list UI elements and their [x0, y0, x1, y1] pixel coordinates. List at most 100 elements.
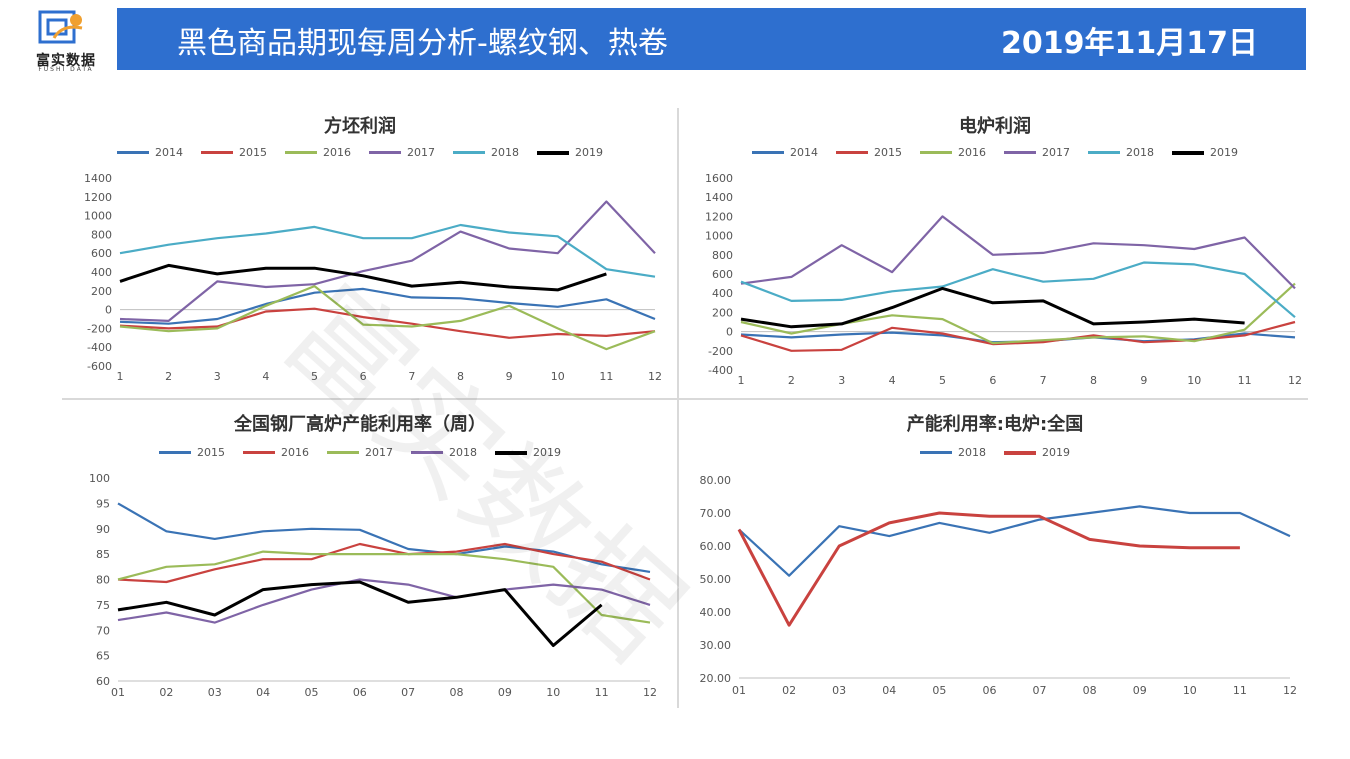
chart-legend: 2014 2015 2016 2017 2018 2019	[60, 146, 660, 159]
legend-item-2019: 2019	[537, 146, 603, 159]
chart-title: 电炉利润	[959, 116, 1031, 137]
y-tick-label: -200	[87, 322, 112, 335]
legend-item-2018: 2018	[411, 446, 477, 459]
x-tick-label: 02	[782, 684, 796, 697]
x-tick-label: 7	[1040, 374, 1047, 387]
y-tick-label: 1200	[84, 191, 112, 204]
legend-label: 2015	[197, 446, 225, 459]
y-tick-label: 1400	[705, 191, 733, 204]
x-tick-label: 9	[1140, 374, 1147, 387]
y-tick-label: 100	[89, 472, 110, 485]
y-tick-label: -600	[87, 360, 112, 373]
legend-item-2017: 2017	[327, 446, 393, 459]
legend-swatch	[920, 451, 952, 454]
legend-swatch	[453, 151, 485, 154]
legend-label: 2017	[407, 146, 435, 159]
y-tick-label: 1000	[705, 230, 733, 243]
chart-title: 方坯利润	[324, 116, 396, 137]
legend-swatch	[1004, 450, 1036, 455]
x-tick-label: 11	[599, 370, 613, 383]
y-tick-label: 60	[96, 675, 110, 688]
legend-item-2016: 2016	[920, 146, 986, 159]
x-tick-label: 04	[256, 686, 270, 699]
legend-swatch	[1004, 151, 1036, 154]
billet-profit-chart: 方坯利润 2014 2015 2016 2017 2018 2019 -600 -400 -2…	[60, 108, 662, 396]
legend-item-2017: 2017	[369, 146, 435, 159]
y-tick-label: 600	[91, 247, 112, 260]
x-tick-label: 4	[262, 370, 269, 383]
legend-swatch	[752, 151, 784, 154]
y-tick-label: -400	[708, 364, 733, 377]
x-tick-label: 07	[1033, 684, 1047, 697]
series-line-2016	[119, 285, 656, 351]
legend-swatch	[537, 150, 569, 155]
y-tick-label: 400	[712, 287, 733, 300]
x-tick-label: 11	[595, 686, 609, 699]
y-tick-label: 60.00	[700, 540, 732, 553]
legend-label: 2017	[1042, 146, 1070, 159]
legend-label: 2016	[958, 146, 986, 159]
legend-label: 2016	[323, 146, 351, 159]
x-tick-label: 2	[788, 374, 795, 387]
legend-item-2016: 2016	[243, 446, 309, 459]
legend-item-2018: 2018	[920, 446, 986, 459]
chart-plot: 20.00 30.00 40.00 50.00 60.00 70.00 80.00 01 02 0…	[700, 474, 1298, 697]
blast-furnace-utilization-chart: 全国钢厂高炉产能利用率（周） 2015 2016 2017 2018 2019 60 65…	[60, 406, 660, 706]
x-tick-label: 11	[1238, 374, 1252, 387]
chart-title: 产能利用率:电炉:全国	[906, 414, 1084, 435]
legend-item-2016: 2016	[285, 146, 351, 159]
y-tick-label: 800	[91, 228, 112, 241]
x-tick-label: 6	[989, 374, 996, 387]
chart-legend: 2015 2016 2017 2018 2019	[60, 446, 660, 459]
y-tick-label: 65	[96, 650, 110, 663]
legend-swatch	[201, 151, 233, 154]
legend-swatch	[117, 151, 149, 154]
x-tick-label: 09	[1133, 684, 1147, 697]
logo-icon	[38, 10, 83, 44]
y-tick-label: -400	[87, 341, 112, 354]
x-tick-label: 10	[546, 686, 560, 699]
x-tick-label: 11	[1233, 684, 1247, 697]
x-tick-label: 2	[165, 370, 172, 383]
x-tick-label: 4	[889, 374, 896, 387]
series-line-2017	[740, 215, 1296, 290]
y-tick-label: 0	[105, 304, 112, 317]
x-tick-label: 03	[208, 686, 222, 699]
legend-item-2019: 2019	[1172, 146, 1238, 159]
x-tick-label: 8	[457, 370, 464, 383]
legend-label: 2018	[491, 146, 519, 159]
y-tick-label: 80	[96, 574, 110, 587]
series-line-2018	[740, 261, 1296, 319]
y-tick-label: 400	[91, 266, 112, 279]
series-line-2016	[740, 282, 1296, 345]
legend-label: 2019	[575, 146, 603, 159]
y-tick-label: 80.00	[700, 474, 732, 487]
legend-label: 2019	[1042, 446, 1070, 459]
report-date: 2019年11月17日	[1001, 26, 1258, 61]
legend-swatch	[495, 450, 527, 455]
legend-label: 2019	[533, 446, 561, 459]
series-line-2019	[740, 286, 1245, 329]
chart-legend: 2014 2015 2016 2017 2018 2019	[685, 146, 1305, 159]
legend-item-2019: 2019	[495, 446, 561, 459]
legend-swatch	[1172, 150, 1204, 155]
legend-label: 2014	[790, 146, 818, 159]
x-tick-label: 10	[1187, 374, 1201, 387]
x-tick-label: 10	[551, 370, 565, 383]
x-tick-label: 01	[732, 684, 746, 697]
y-tick-label: 90	[96, 523, 110, 536]
series-line-2017	[117, 550, 651, 624]
x-tick-label: 3	[838, 374, 845, 387]
x-tick-label: 12	[1283, 684, 1297, 697]
legend-item-2018: 2018	[1088, 146, 1154, 159]
chart-legend: 2018 2019	[685, 446, 1305, 459]
legend-item-2014: 2014	[117, 146, 183, 159]
y-tick-label: 1000	[84, 210, 112, 223]
eaf-profit-chart: 电炉利润 2014 2015 2016 2017 2018 2019 -400 -200 0 2…	[685, 108, 1305, 396]
legend-label: 2017	[365, 446, 393, 459]
x-tick-label: 5	[311, 370, 318, 383]
logo-text: 富实数据	[36, 53, 96, 69]
legend-swatch	[159, 451, 191, 454]
y-tick-label: 1600	[705, 172, 733, 185]
legend-label: 2014	[155, 146, 183, 159]
